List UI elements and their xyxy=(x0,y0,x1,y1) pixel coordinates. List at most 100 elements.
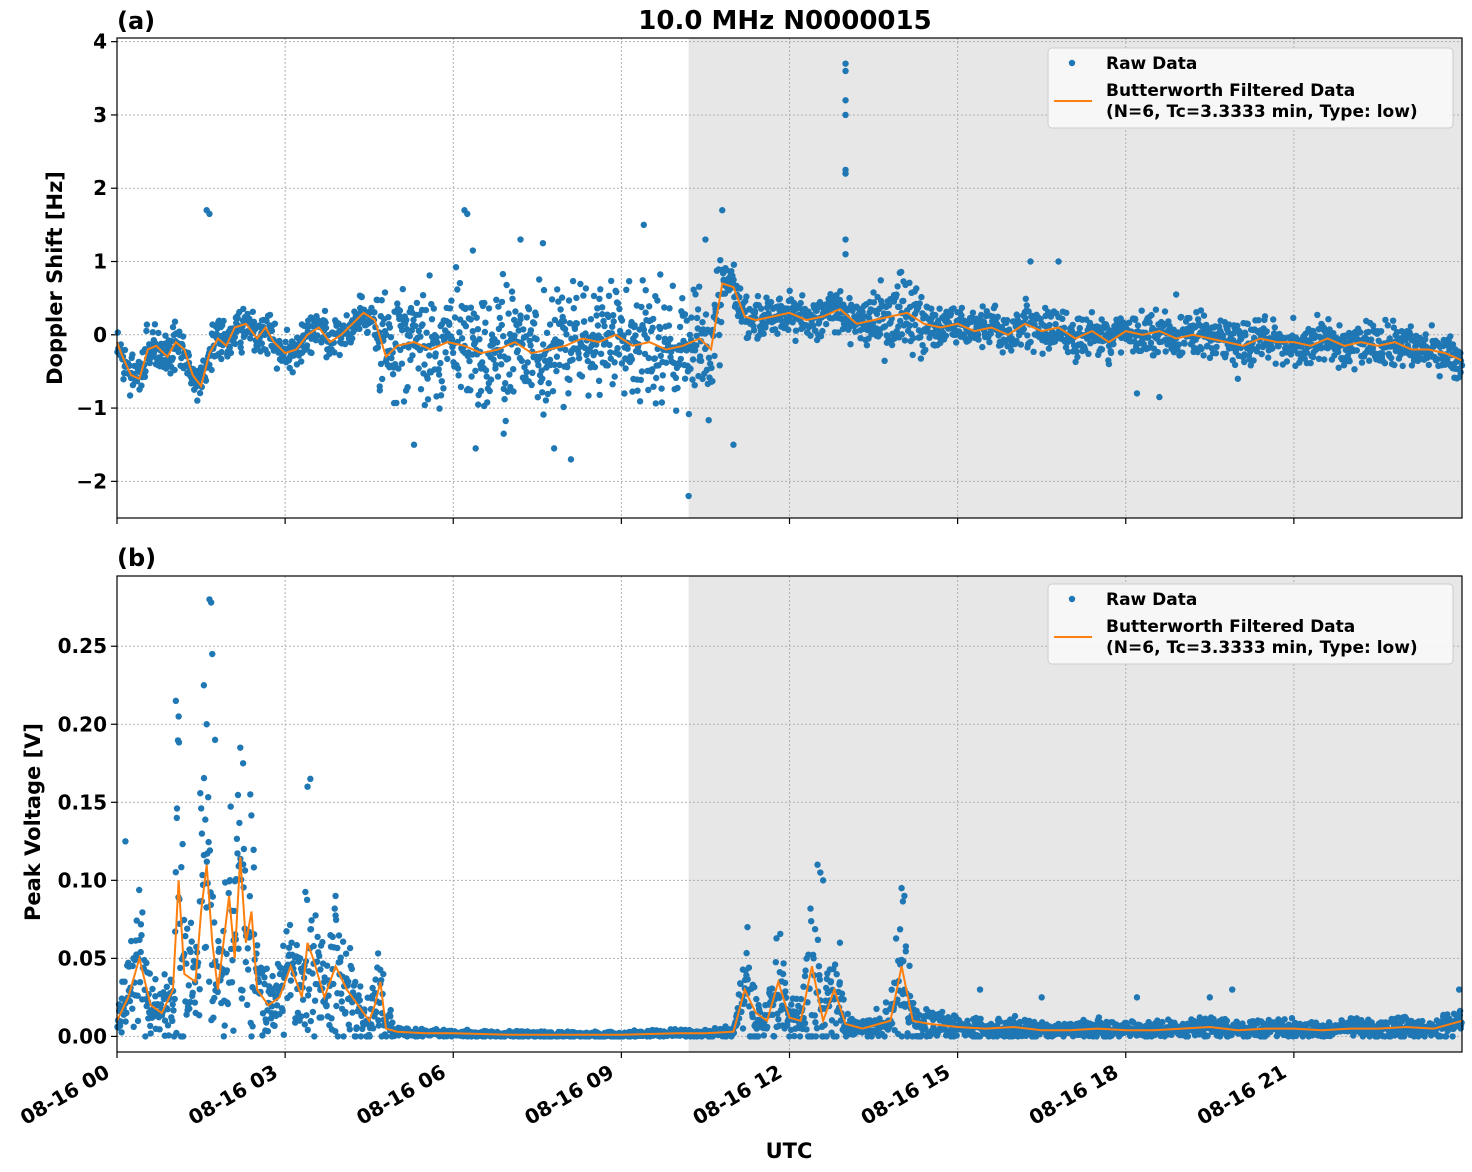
raw-data-point xyxy=(373,1009,380,1016)
raw-data-point xyxy=(597,350,605,357)
raw-data-point xyxy=(456,329,463,336)
raw-data-point xyxy=(1016,1018,1024,1026)
raw-data-point xyxy=(653,374,660,382)
raw-data-point xyxy=(143,321,151,328)
raw-data-point xyxy=(1063,309,1070,316)
raw-data-point xyxy=(611,359,618,366)
raw-data-point xyxy=(357,983,364,990)
raw-data-point xyxy=(467,316,474,323)
raw-data-point xyxy=(808,918,815,925)
raw-data-point xyxy=(901,1003,909,1010)
raw-data-point xyxy=(177,964,184,972)
raw-data-point xyxy=(651,355,658,362)
raw-data-point xyxy=(372,976,379,983)
raw-data-point xyxy=(263,317,270,325)
raw-data-point xyxy=(1283,358,1291,365)
raw-data-point xyxy=(737,285,744,292)
raw-data-point xyxy=(1125,319,1133,326)
raw-data-point xyxy=(623,286,630,293)
raw-data-point xyxy=(1110,340,1117,348)
raw-data-point xyxy=(173,805,181,812)
y-tick-label: 0.10 xyxy=(58,868,107,892)
raw-data-point xyxy=(615,351,623,358)
raw-data-point xyxy=(580,292,587,299)
raw-data-point xyxy=(658,385,665,392)
raw-data-point xyxy=(842,97,849,104)
raw-data-point xyxy=(718,318,725,326)
raw-data-point xyxy=(1133,390,1141,397)
raw-data-point xyxy=(147,1030,154,1037)
raw-data-point xyxy=(1357,329,1364,336)
raw-data-point xyxy=(184,925,191,932)
raw-data-point xyxy=(473,314,480,321)
raw-data-point xyxy=(376,999,383,1006)
raw-data-point xyxy=(309,1008,317,1016)
raw-data-point xyxy=(895,323,902,330)
raw-data-point xyxy=(1212,350,1220,357)
raw-data-point xyxy=(999,349,1006,356)
raw-data-point xyxy=(836,979,843,986)
raw-data-point xyxy=(1210,1015,1217,1023)
raw-data-point xyxy=(696,283,703,290)
raw-data-point xyxy=(486,387,493,395)
raw-data-point xyxy=(152,976,159,983)
raw-data-point xyxy=(685,410,693,418)
raw-data-point xyxy=(1388,354,1395,362)
raw-data-point xyxy=(877,277,884,284)
raw-data-point xyxy=(919,342,926,349)
raw-data-point xyxy=(432,350,439,357)
raw-data-point xyxy=(1290,314,1297,322)
raw-data-point xyxy=(1148,311,1155,319)
raw-data-point xyxy=(842,67,849,75)
raw-data-point xyxy=(297,955,304,962)
legend-filtered-label: Butterworth Filtered Data xyxy=(1106,81,1355,101)
raw-data-point xyxy=(613,288,620,296)
raw-data-point xyxy=(1181,340,1188,347)
raw-data-point xyxy=(149,329,156,336)
raw-data-point xyxy=(593,312,600,319)
raw-data-point xyxy=(719,207,726,214)
raw-data-point xyxy=(640,221,647,229)
raw-data-point xyxy=(248,812,255,819)
raw-data-point xyxy=(208,366,215,374)
raw-data-point xyxy=(142,368,149,375)
raw-data-point xyxy=(804,999,811,1006)
raw-data-point xyxy=(161,1017,169,1024)
raw-data-point xyxy=(913,285,920,292)
raw-data-point xyxy=(1457,369,1464,376)
raw-data-point xyxy=(543,329,551,336)
raw-data-point xyxy=(926,334,933,341)
raw-data-point xyxy=(789,319,796,326)
raw-data-point xyxy=(1230,330,1237,337)
raw-data-point xyxy=(1456,373,1463,381)
raw-data-point xyxy=(1321,356,1328,363)
raw-data-point xyxy=(234,850,241,857)
raw-data-point xyxy=(333,1002,340,1010)
raw-data-point xyxy=(582,285,590,292)
raw-data-point xyxy=(1234,375,1242,382)
raw-data-point xyxy=(334,944,341,952)
raw-data-point xyxy=(533,336,540,343)
raw-data-point xyxy=(303,342,311,349)
raw-data-point xyxy=(146,970,153,977)
raw-data-point xyxy=(237,339,244,346)
raw-data-point xyxy=(1134,322,1142,329)
raw-data-point xyxy=(638,368,646,375)
raw-data-point xyxy=(202,377,210,384)
raw-data-point xyxy=(481,328,489,336)
raw-data-point xyxy=(569,277,577,285)
raw-data-point xyxy=(397,346,404,354)
raw-data-point xyxy=(1186,314,1193,322)
raw-data-point xyxy=(876,1015,883,1022)
raw-data-point xyxy=(498,361,505,368)
raw-data-point xyxy=(517,312,524,319)
raw-data-point xyxy=(900,958,907,965)
raw-data-point xyxy=(449,349,457,356)
raw-data-point xyxy=(211,919,218,926)
raw-data-point xyxy=(531,320,538,327)
raw-data-point xyxy=(118,995,126,1002)
raw-data-point xyxy=(504,355,512,362)
raw-data-point xyxy=(206,847,214,854)
raw-data-point xyxy=(551,316,559,324)
raw-data-point xyxy=(510,388,517,395)
